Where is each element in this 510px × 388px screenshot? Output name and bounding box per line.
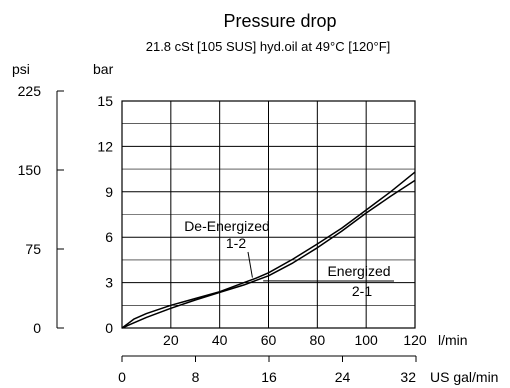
annotation-label: 1-2 — [226, 235, 246, 251]
y-tick-label: 15 — [97, 93, 113, 109]
secondary-y-axis-label: psi — [12, 61, 30, 77]
annotation-label: 2-1 — [352, 283, 372, 299]
secondary-y-tick-label: 75 — [25, 241, 41, 257]
annotation-label: Energized — [327, 263, 390, 279]
y-axis-label: bar — [93, 61, 114, 77]
series-lines — [121, 171, 416, 329]
grid — [121, 100, 416, 329]
annotation-label: De-Energized — [184, 218, 270, 234]
secondary-x-tick-label: 8 — [192, 369, 200, 385]
series-line — [121, 171, 416, 329]
secondary-x-tick-label: 0 — [118, 369, 126, 385]
chart-subtitle: 21.8 cSt [105 SUS] hyd.oil at 49°C [120°… — [146, 39, 391, 54]
secondary-x-axis-label: US gal/min — [430, 369, 498, 385]
secondary-x-tick-label: 16 — [261, 369, 277, 385]
y-tick-label: 0 — [105, 320, 113, 336]
secondary-y-tick-label: 150 — [18, 162, 42, 178]
secondary-y-tick-label: 225 — [18, 83, 42, 99]
chart-title: Pressure drop — [223, 11, 336, 31]
axes: 0 3 6 9 12 15 20 40 60 80 100 120 0 75 150 225 0 8 16 24 32 — [18, 83, 427, 385]
series-line — [121, 179, 416, 329]
annotation-leader — [247, 251, 253, 278]
x-tick-label: 80 — [310, 332, 326, 348]
y-tick-label: 12 — [97, 138, 113, 154]
x-axis-label: l/min — [438, 332, 468, 348]
y-tick-label: 3 — [105, 275, 113, 291]
x-tick-label: 20 — [163, 332, 179, 348]
x-tick-label: 60 — [261, 332, 277, 348]
plot-frame — [121, 100, 416, 329]
secondary-y-tick-label: 0 — [33, 320, 41, 336]
y-tick-label: 9 — [105, 184, 113, 200]
x-tick-label: 100 — [354, 332, 378, 348]
x-tick-label: 40 — [212, 332, 228, 348]
x-tick-label: 120 — [403, 332, 427, 348]
secondary-x-tick-label: 24 — [335, 369, 351, 385]
y-tick-label: 6 — [105, 229, 113, 245]
secondary-x-tick-label: 32 — [400, 369, 416, 385]
